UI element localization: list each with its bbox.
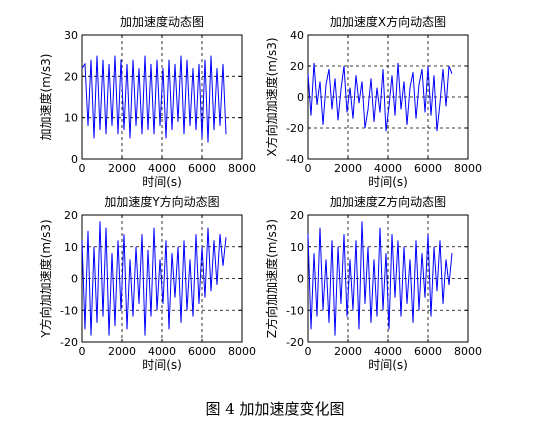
chart-title: 加加速度Y方向动态图 xyxy=(104,194,219,209)
x-tick-label: 6000 xyxy=(414,162,442,175)
x-tick-label: 4000 xyxy=(374,345,402,358)
y-tick-label: 10 xyxy=(290,241,304,254)
x-tick-label: 2000 xyxy=(334,345,362,358)
chart-title: 加加速度X方向动态图 xyxy=(330,14,446,29)
chart-panel-2: 0 2000 4000 6000 8000 -40 -20 0 20 40 加加速度X方向动态图时间… xyxy=(264,14,482,189)
y-tick-label: 0 xyxy=(297,91,304,104)
x-tick-label: 8000 xyxy=(454,345,482,358)
y-tick-label: 20 xyxy=(64,209,78,222)
y-tick-label: 40 xyxy=(290,29,304,42)
chart-title: 加加速度Z方向动态图 xyxy=(330,194,446,209)
x-tick-label: 2000 xyxy=(108,345,136,358)
y-tick-label: 10 xyxy=(64,241,78,254)
x-tick-label: 0 xyxy=(305,162,312,175)
x-tick-label: 0 xyxy=(79,345,86,358)
x-tick-label: 6000 xyxy=(188,162,216,175)
x-axis-label: 时间(s) xyxy=(142,358,182,372)
x-tick-label: 2000 xyxy=(334,162,362,175)
y-tick-label: 0 xyxy=(71,153,78,166)
y-tick-label: -10 xyxy=(60,304,78,317)
series-line xyxy=(307,62,453,132)
x-tick-label: 6000 xyxy=(188,345,216,358)
x-tick-label: 4000 xyxy=(374,162,402,175)
chart-panel-3: 0 2000 4000 6000 8000 -20 -10 0 10 20 加加速度Y方向动态图时间… xyxy=(38,194,256,372)
series-line xyxy=(81,55,227,143)
series-line xyxy=(81,221,227,336)
figure-caption: 图 4 加加速度变化图 xyxy=(205,400,345,418)
y-tick-label: -20 xyxy=(60,336,78,349)
x-tick-label: 6000 xyxy=(414,345,442,358)
x-tick-label: 0 xyxy=(79,162,86,175)
y-tick-label: 0 xyxy=(297,273,304,286)
x-tick-label: 0 xyxy=(305,345,312,358)
y-axis-label: Y方向加加速度(m/s3) xyxy=(38,219,53,338)
x-tick-label: 2000 xyxy=(108,162,136,175)
chart-title: 加加速度动态图 xyxy=(120,14,204,29)
y-tick-label: -20 xyxy=(286,122,304,135)
x-axis-label: 时间(s) xyxy=(368,358,408,372)
x-axis-label: 时间(s) xyxy=(368,175,408,189)
y-tick-label: 20 xyxy=(290,60,304,73)
y-tick-label: 20 xyxy=(64,70,78,83)
y-tick-label: 20 xyxy=(290,209,304,222)
x-tick-label: 8000 xyxy=(228,162,256,175)
x-tick-label: 4000 xyxy=(148,162,176,175)
x-tick-label: 8000 xyxy=(454,162,482,175)
y-axis-label: 加加速度(m/s3) xyxy=(38,54,53,141)
x-tick-label: 4000 xyxy=(148,345,176,358)
chart-panel-4: 0 2000 4000 6000 8000 -20 -10 0 10 20 加加速度Z方向动态图时间… xyxy=(264,194,482,372)
series-line xyxy=(307,221,453,336)
y-tick-label: -10 xyxy=(286,304,304,317)
y-axis-label: Z方向加加速度(m/s3) xyxy=(264,219,279,338)
x-tick-label: 8000 xyxy=(228,345,256,358)
y-axis-label: X方向加加速度(m/s3) xyxy=(264,37,279,156)
y-tick-label: 0 xyxy=(71,273,78,286)
y-tick-label: 30 xyxy=(64,29,78,42)
y-tick-label: 10 xyxy=(64,112,78,125)
y-tick-label: -40 xyxy=(286,153,304,166)
x-axis-label: 时间(s) xyxy=(142,175,182,189)
y-tick-label: -20 xyxy=(286,336,304,349)
